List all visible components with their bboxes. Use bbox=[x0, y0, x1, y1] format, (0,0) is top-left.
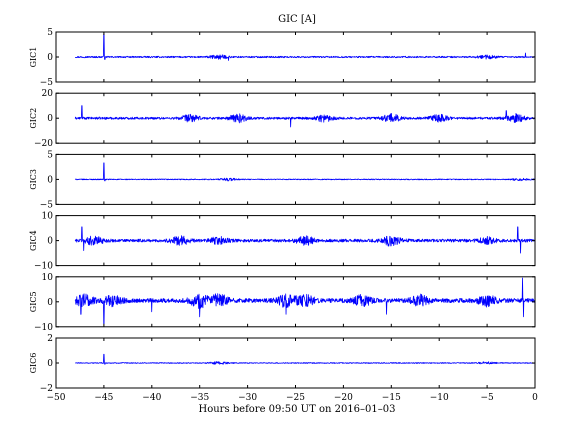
x-tick-label: −25 bbox=[286, 393, 305, 403]
panel-gic3: −5 0 5 GIC3 bbox=[29, 150, 536, 210]
panel-gic2: −20 0 20 GIC2 bbox=[29, 89, 536, 149]
y-tick-label: 2 bbox=[47, 334, 53, 344]
x-tick-label: −20 bbox=[334, 393, 353, 403]
series-gic4-line bbox=[74, 226, 536, 254]
y-tick-label: 10 bbox=[42, 212, 54, 222]
x-tick-label: −40 bbox=[142, 393, 161, 403]
y-axis-label-gic4: GIC4 bbox=[29, 230, 38, 251]
x-axis: −50 −45 −40 −35 −30 −25 −20 −15 −10 −5 0 bbox=[47, 393, 539, 403]
y-tick-label: −5 bbox=[40, 78, 54, 88]
y-tick-label: 0 bbox=[47, 298, 53, 308]
panel-gic1: −5 0 5 GIC1 bbox=[29, 28, 536, 88]
x-axis-label: Hours before 09:50 UT on 2016–01–03 bbox=[198, 404, 395, 415]
series-gic5-line bbox=[74, 277, 536, 325]
x-tick-label: −30 bbox=[238, 393, 257, 403]
y-axis-label-gic5: GIC5 bbox=[29, 291, 38, 312]
y-tick-label: 0 bbox=[47, 237, 53, 247]
y-tick-label: 20 bbox=[42, 89, 54, 99]
series-gic2-line bbox=[74, 105, 536, 128]
y-tick-label: −2 bbox=[40, 384, 53, 394]
y-tick-label: 5 bbox=[47, 150, 53, 160]
y-tick-label: 0 bbox=[47, 114, 53, 124]
y-axis-label-gic3: GIC3 bbox=[29, 169, 38, 190]
x-tick-label: −5 bbox=[480, 393, 494, 403]
y-tick-label: −10 bbox=[34, 262, 53, 272]
panel-gic5: −10 0 10 GIC5 bbox=[29, 273, 536, 333]
x-tick-label: 0 bbox=[532, 393, 538, 403]
panel-gic4: −10 0 10 GIC4 bbox=[29, 212, 536, 272]
x-tick-label: −45 bbox=[94, 393, 113, 403]
y-axis-label-gic6: GIC6 bbox=[29, 353, 38, 374]
figure-title: GIC [A] bbox=[278, 14, 316, 25]
y-axis-label-gic2: GIC2 bbox=[29, 108, 38, 129]
y-tick-label: −10 bbox=[34, 323, 53, 333]
x-tick-label: −15 bbox=[382, 393, 401, 403]
y-tick-label: 5 bbox=[47, 28, 53, 38]
series-gic1-line bbox=[74, 33, 536, 61]
y-axis-label-gic1: GIC1 bbox=[29, 47, 38, 68]
y-tick-label: −5 bbox=[40, 200, 54, 210]
x-tick-label: −10 bbox=[430, 393, 449, 403]
y-tick-label: 0 bbox=[47, 53, 53, 63]
x-tick-label: −50 bbox=[47, 393, 66, 403]
series-gic6-line bbox=[75, 353, 536, 365]
series-gic3-line bbox=[74, 162, 536, 182]
x-tick-label: −35 bbox=[190, 393, 209, 403]
y-tick-label: 10 bbox=[42, 273, 54, 283]
panel-stack: −505GIC1−20020GIC2−505GIC3−10010GIC4−100… bbox=[29, 28, 536, 394]
y-tick-label: 0 bbox=[47, 359, 53, 369]
panel-gic6: −2 0 2 GIC6 bbox=[29, 334, 536, 394]
y-tick-label: 0 bbox=[47, 175, 53, 185]
y-tick-label: −20 bbox=[34, 139, 53, 149]
